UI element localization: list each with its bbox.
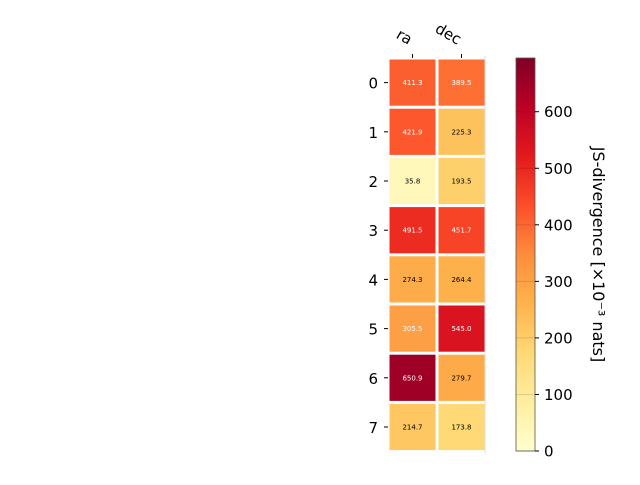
heatmap-cell [389, 157, 436, 205]
cell-value-label: 389.5 [451, 79, 471, 87]
heatmap-cell [389, 403, 436, 451]
row-label: 7 [368, 419, 378, 437]
row-label: 4 [368, 271, 378, 289]
cell-value-label: 650.9 [402, 374, 422, 382]
heatmap-cell [389, 59, 436, 106]
cell-value-label: 274.3 [402, 276, 422, 284]
cell-value-label: 451.7 [451, 227, 471, 235]
heatmap-cell [438, 305, 485, 352]
heatmap-cell [438, 403, 485, 451]
colorbar-tick-label: 600 [544, 103, 573, 121]
colorbar-tick-label: 300 [544, 273, 573, 291]
colorbar-bar [515, 57, 536, 452]
colorbar-tick-label: 200 [544, 329, 573, 347]
cell-value-label: 491.5 [402, 227, 422, 235]
cell-value-label: 173.8 [451, 424, 471, 432]
heatmap-cell [389, 305, 436, 352]
cell-value-label: 421.9 [402, 128, 422, 136]
heatmap-cell [438, 108, 485, 155]
cell-value-label: 264.4 [451, 276, 472, 284]
heatmap-cell [438, 354, 485, 401]
row-label: 5 [368, 321, 378, 339]
cell-value-label: 225.3 [451, 128, 471, 136]
colorbar-tick-label: 0 [544, 443, 554, 461]
cell-value-label: 305.5 [402, 325, 422, 333]
cell-value-label: 545.0 [451, 325, 471, 333]
heatmap-cell [389, 108, 436, 155]
cell-value-label: 214.7 [402, 424, 422, 432]
column-label: ra [393, 25, 415, 48]
colorbar-tick-label: 500 [544, 160, 573, 178]
heatmap-cell [438, 157, 485, 205]
column-label: dec [432, 19, 464, 48]
row-label: 0 [368, 75, 378, 93]
heatmap-cell [438, 207, 485, 254]
cell-value-label: 193.5 [451, 178, 471, 186]
colorbar-label: JS-divergence [×10⁻³ nats] [589, 146, 608, 362]
heatmap-area: 411.3 389.5 421.9 225.3 35.8 193.5 491.5 451.7 2… [368, 19, 486, 454]
cell-value-label: 411.3 [402, 79, 422, 87]
heatmap-cell [389, 354, 436, 401]
heatmap-cell [438, 256, 485, 303]
heatmap-cell [389, 256, 436, 303]
colorbar-tick-label: 400 [544, 216, 573, 234]
colorbar-tick-label: 100 [544, 386, 573, 404]
row-label: 1 [368, 124, 378, 142]
colorbar: 0 100 200 300 400 500 600 JS-divergence [×10⁻³ … [515, 57, 608, 461]
heatmap-cell [389, 207, 436, 254]
row-label: 3 [368, 222, 378, 240]
cell-value-label: 279.7 [451, 374, 471, 382]
row-label: 2 [368, 173, 378, 191]
heatmap-cell [438, 59, 485, 106]
cell-value-label: 35.8 [405, 178, 421, 186]
row-label: 6 [368, 370, 378, 388]
